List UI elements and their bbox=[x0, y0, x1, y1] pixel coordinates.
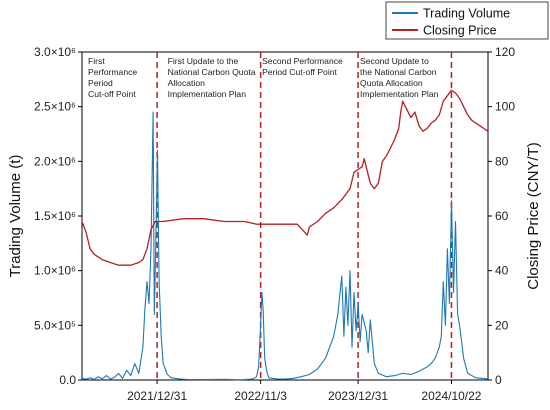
x-tick-label: 2021/12/31 bbox=[127, 389, 187, 403]
event-annotation-line: Implementation Plan bbox=[168, 89, 247, 99]
legend: Trading Volume Closing Price bbox=[385, 1, 549, 40]
event-annotation-line: Implementation Plan bbox=[360, 89, 439, 99]
event-annotation-line: National Carbon Quota bbox=[168, 67, 256, 77]
left-axis-ticks: 0.0 5.0×10⁵ 1.0×10⁶ 1.5×10⁶ 2.0×10⁶ 2.5×10⁶ 3.… bbox=[34, 45, 82, 387]
series-layer bbox=[81, 89, 489, 381]
legend-label: Closing Price bbox=[423, 24, 497, 38]
left-axis-title: Trading Volume (t) bbox=[7, 155, 24, 278]
series-line-trading-volume bbox=[81, 111, 489, 381]
x-tick-label: 2024/10/22 bbox=[421, 389, 481, 403]
event-annotation-line: Second Performance bbox=[262, 56, 343, 66]
left-tick-label: 0.0 bbox=[59, 373, 76, 387]
right-axis-title: Closing Price (CNY/T) bbox=[525, 142, 542, 290]
event-annotation-line: the National Carbon bbox=[360, 67, 437, 77]
left-tick-label: 2.0×10⁶ bbox=[34, 154, 76, 168]
series-line-closing-price bbox=[81, 89, 489, 266]
event-annotation-line: Cut-off Point bbox=[88, 89, 136, 99]
legend-label: Trading Volume bbox=[423, 7, 510, 21]
left-tick-label: 5.0×10⁵ bbox=[34, 318, 76, 332]
left-tick-label: 3.0×10⁶ bbox=[34, 45, 76, 59]
event-annotation-line: Second Update to bbox=[360, 56, 429, 66]
right-tick-label: 60 bbox=[495, 209, 509, 223]
right-axis-ticks: 0 20 40 60 80 100 120 bbox=[488, 45, 515, 387]
right-tick-label: 0 bbox=[495, 373, 502, 387]
event-annotation-line: First Update to the bbox=[168, 56, 239, 66]
plot-area-frame bbox=[81, 51, 489, 381]
legend-box bbox=[385, 1, 549, 40]
right-tick-label: 100 bbox=[495, 100, 515, 114]
x-tick-label: 2022/11/3 bbox=[234, 389, 287, 403]
x-axis-ticks: 2021/12/31 2022/11/3 2023/12/31 2024/10/22 bbox=[127, 380, 482, 403]
right-tick-label: 40 bbox=[495, 264, 509, 278]
x-tick-label: 2023/12/31 bbox=[328, 389, 388, 403]
right-tick-label: 20 bbox=[495, 318, 509, 332]
event-annotation-line: Allocation bbox=[168, 78, 205, 88]
event-annotation-line: First bbox=[88, 56, 105, 66]
right-tick-label: 120 bbox=[495, 45, 515, 59]
right-tick-label: 80 bbox=[495, 154, 509, 168]
event-annotation-line: Period Cut-off Point bbox=[262, 67, 337, 77]
left-tick-label: 1.0×10⁶ bbox=[34, 264, 76, 278]
left-tick-label: 2.5×10⁶ bbox=[34, 100, 76, 114]
event-annotation-line: Quota Allocation bbox=[360, 78, 423, 88]
left-tick-label: 1.5×10⁶ bbox=[34, 209, 76, 223]
event-lines bbox=[156, 52, 453, 380]
event-annotation-line: Period bbox=[88, 78, 113, 88]
event-annotation-line: Performance bbox=[88, 67, 137, 77]
